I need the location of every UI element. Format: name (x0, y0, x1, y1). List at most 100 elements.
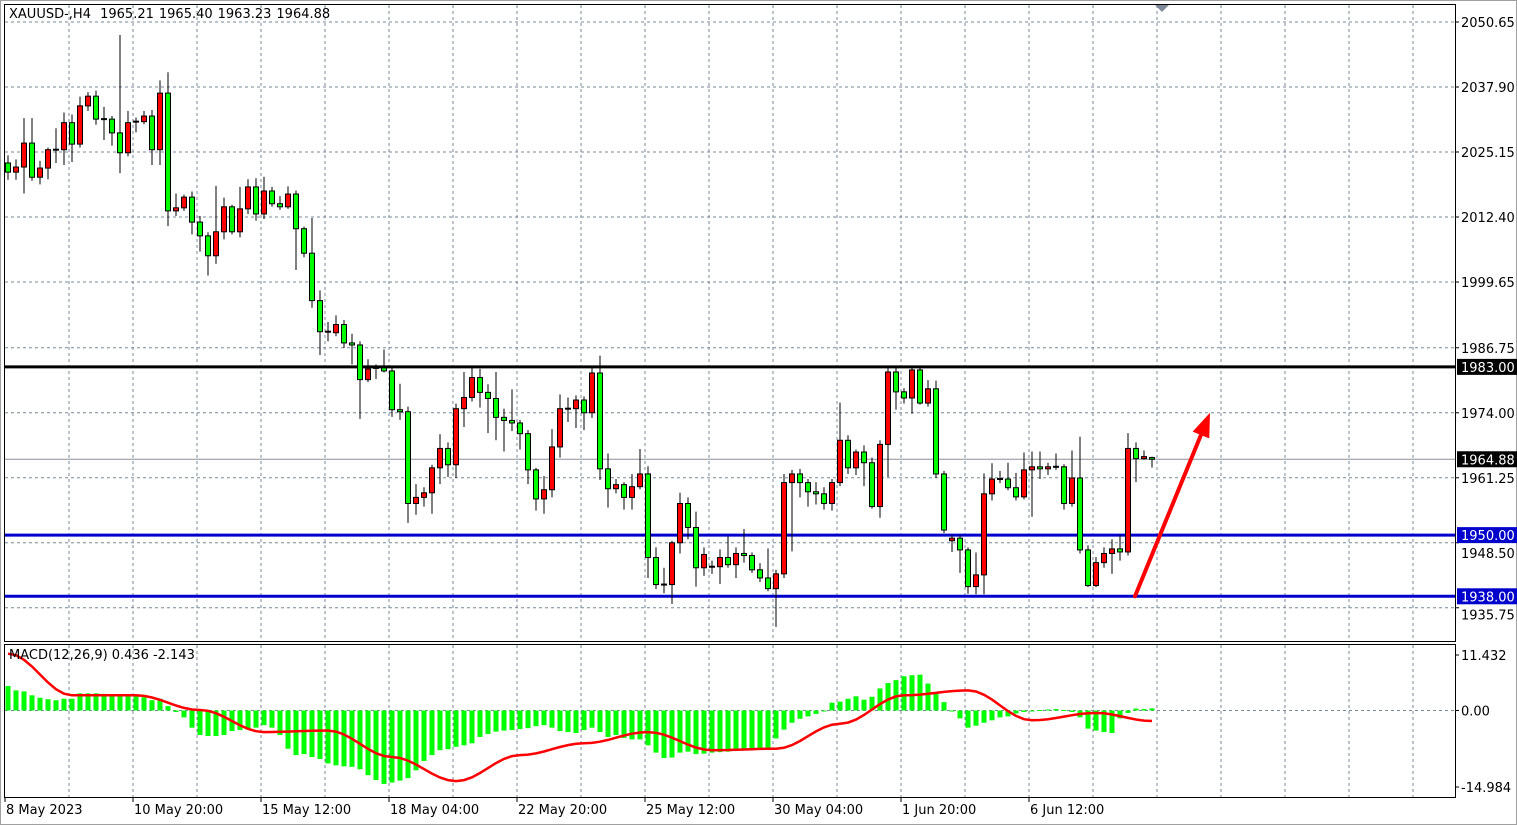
macd-histogram-bar (61, 698, 67, 711)
candle (517, 419, 523, 450)
candle-body (605, 468, 611, 490)
candle (13, 159, 19, 180)
candle (509, 389, 515, 432)
candle (1101, 547, 1107, 568)
macd-histogram-bar (869, 696, 875, 711)
macd-histogram-bar (13, 690, 19, 711)
close-price: 1964.88 (276, 7, 331, 22)
price-tag-bg (1457, 451, 1517, 468)
candle (389, 366, 395, 417)
candle (1133, 442, 1139, 483)
candle (1125, 433, 1131, 556)
macd-histogram-bar (21, 691, 27, 711)
time-tick-label: 25 May 12:00 (646, 803, 735, 818)
candle-body (213, 231, 219, 257)
macd-histogram-bar (645, 710, 651, 746)
candle-body (357, 344, 363, 381)
macd-histogram-bar (45, 699, 51, 711)
candle (1109, 539, 1115, 574)
candle-body (861, 451, 867, 464)
candle (669, 540, 675, 604)
candle-body (765, 577, 771, 590)
candle-body (85, 95, 91, 107)
macd-histogram-bar (573, 710, 579, 734)
macd-histogram-bar (733, 710, 739, 751)
candle-body (445, 447, 451, 466)
candle (85, 92, 91, 111)
macd-panel-border (4, 644, 1456, 798)
candle-body (469, 377, 475, 398)
candle-body (717, 557, 723, 568)
candle-body (877, 443, 883, 508)
candle (805, 479, 811, 507)
macd-histogram-bar (109, 694, 115, 711)
macd-histogram-bar (509, 710, 515, 731)
candle-body (1141, 456, 1147, 460)
candle (637, 448, 643, 490)
candle-body (1077, 477, 1083, 551)
macd-histogram-bar (677, 710, 683, 753)
trend-arrow[interactable] (1133, 412, 1210, 599)
macd-indicator (5, 652, 1155, 784)
candle (277, 196, 283, 210)
macd-histogram-bar (565, 710, 571, 733)
candle (709, 560, 715, 574)
candle (397, 383, 403, 420)
candle-body (165, 92, 171, 212)
candle-body (493, 397, 499, 418)
candle (1061, 464, 1067, 510)
macd-histogram-bar (413, 710, 419, 771)
candle-body (949, 537, 955, 542)
candle-body (293, 193, 299, 230)
macd-histogram-bar (1005, 710, 1011, 717)
candle (1085, 545, 1091, 588)
candle-body (677, 503, 683, 544)
candle (853, 449, 859, 475)
candle (565, 397, 571, 422)
candle (373, 364, 379, 380)
macd-histogram-bar (93, 693, 99, 711)
time-tick-label: 30 May 04:00 (774, 803, 863, 818)
candle-body (725, 557, 731, 566)
candle (645, 466, 651, 578)
macd-histogram-bar (909, 675, 915, 711)
candle-body (1061, 466, 1067, 505)
price-tick-label: 2012.40 (1461, 211, 1515, 226)
macd-histogram-bar (293, 710, 299, 756)
candle (245, 179, 251, 214)
macd-signal-value: -2.143 (152, 648, 195, 663)
candle (69, 114, 75, 162)
candle (813, 482, 819, 505)
open-price: 1965.21 (100, 7, 154, 22)
candle (981, 473, 987, 595)
candle-body (557, 408, 563, 448)
candles (5, 35, 1155, 627)
candle (341, 319, 347, 349)
candle-body (149, 115, 155, 151)
price-tick-label: 2037.90 (1461, 81, 1515, 96)
candle (485, 384, 491, 434)
candle-body (93, 95, 99, 120)
candle-body (109, 118, 115, 134)
macd-histogram-bar (821, 710, 827, 712)
price-tick-label: 1986.75 (1461, 342, 1515, 357)
macd-histogram-bar (949, 710, 955, 712)
candle-body (1149, 457, 1155, 460)
candle-body (525, 433, 531, 471)
candle (5, 155, 11, 180)
macd-histogram-bar (269, 710, 275, 728)
macd-histogram-bar (325, 710, 331, 764)
candle-body (933, 388, 939, 475)
macd-histogram-bar (485, 710, 491, 735)
macd-histogram-bar (1093, 710, 1099, 731)
macd-histogram-bar (861, 699, 867, 711)
price-tag-bg (1457, 588, 1517, 605)
macd-histogram-bar (165, 706, 171, 711)
candle-body (989, 478, 995, 495)
candle (909, 366, 915, 414)
macd-histogram-bar (213, 710, 219, 736)
candle (741, 529, 747, 563)
macd-histogram-bar (1053, 709, 1059, 711)
candle-body (501, 416, 507, 421)
